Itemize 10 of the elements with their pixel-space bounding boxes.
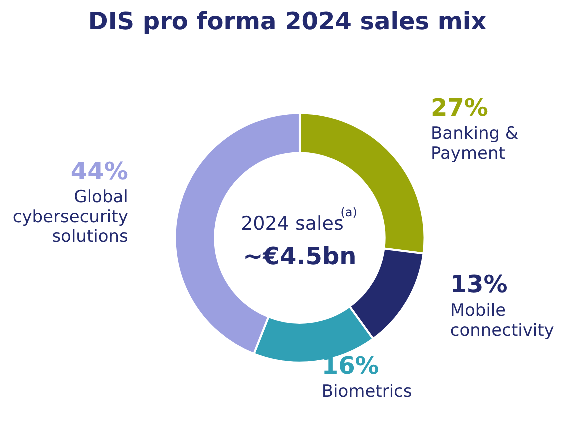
slice-label: Biometrics	[322, 382, 412, 402]
data-label: 44%	[70, 157, 128, 186]
data-label: 27%	[431, 94, 488, 122]
slice-label: Global cybersecurity solutions	[12, 188, 129, 248]
data-label: 16%	[322, 352, 380, 380]
text: ~€4.5bn	[243, 242, 357, 271]
chart-title: DIS pro forma 2024 sales mix	[88, 8, 488, 36]
slice-label: Mobile connectivity	[450, 301, 554, 341]
data-label: 13%	[450, 270, 508, 299]
slice-label: Banking & Payment	[431, 124, 519, 164]
